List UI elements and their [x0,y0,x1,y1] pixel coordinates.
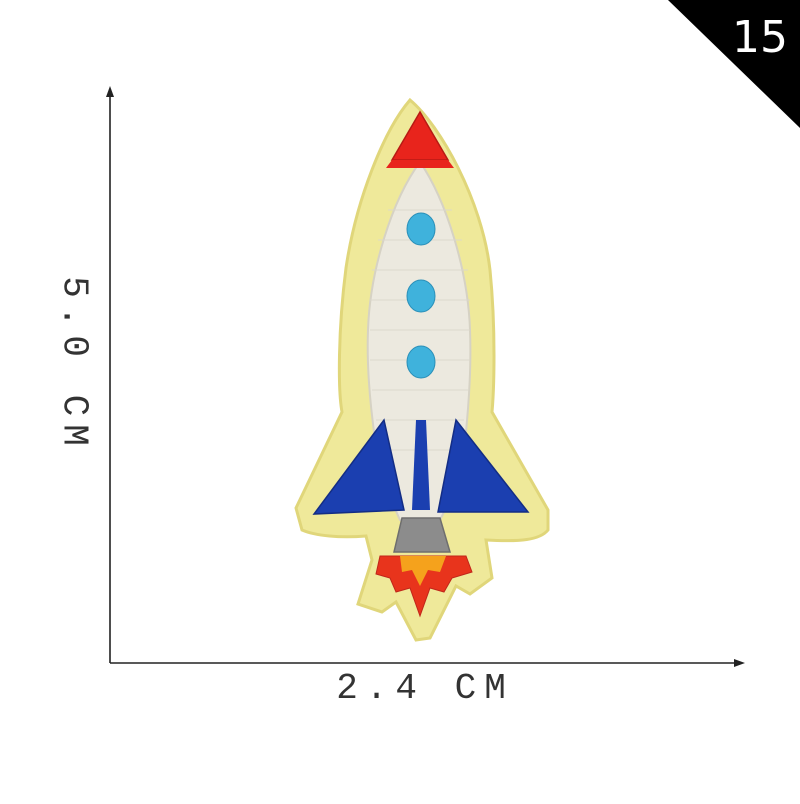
dimension-axes [109,94,738,664]
badge-number: 15 [732,12,788,63]
rocket-windows [406,212,436,379]
right-fin [437,418,530,513]
y-axis-arrow-icon [106,86,114,97]
width-dimension-label: 2.4 CM [336,668,514,709]
height-dimension-label: 5.0 CM [53,276,95,454]
x-axis-arrow-icon [734,659,745,667]
window-1 [406,212,436,246]
nose-stripe [386,160,454,168]
left-fin [312,418,405,515]
window-2 [406,279,436,313]
center-stripe [412,420,430,510]
corner-badge [668,0,800,128]
rocket-flame-outer [375,555,473,618]
window-3 [406,345,436,379]
rocket-flame-inner [400,556,446,586]
rocket-nozzle [393,517,452,553]
